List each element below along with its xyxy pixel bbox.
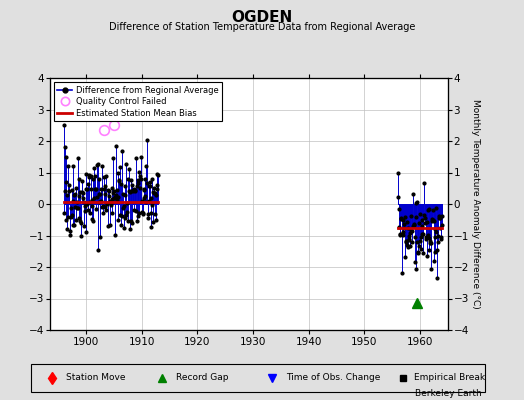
Text: Difference of Station Temperature Data from Regional Average: Difference of Station Temperature Data f… bbox=[109, 22, 415, 32]
Text: OGDEN: OGDEN bbox=[232, 10, 292, 25]
Text: Empirical Break: Empirical Break bbox=[414, 374, 485, 382]
Text: Berkeley Earth: Berkeley Earth bbox=[416, 389, 482, 398]
Text: Station Move: Station Move bbox=[66, 374, 125, 382]
Y-axis label: Monthly Temperature Anomaly Difference (°C): Monthly Temperature Anomaly Difference (… bbox=[471, 99, 480, 309]
Text: Time of Obs. Change: Time of Obs. Change bbox=[286, 374, 380, 382]
Legend: Difference from Regional Average, Quality Control Failed, Estimated Station Mean: Difference from Regional Average, Qualit… bbox=[54, 82, 222, 121]
Text: Record Gap: Record Gap bbox=[176, 374, 228, 382]
